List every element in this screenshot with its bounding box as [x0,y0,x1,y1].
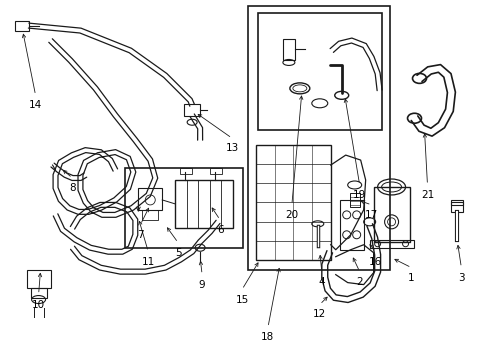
Bar [451,202,464,212]
Bar [138,188,162,210]
Text: 1: 1 [408,273,415,283]
Bar [369,240,414,248]
Bar [340,200,364,250]
Bar [180,168,192,174]
Bar [248,6,390,270]
Text: 2: 2 [356,276,363,287]
Text: 17: 17 [365,210,378,220]
Text: 11: 11 [142,257,155,267]
Text: 16: 16 [369,257,382,267]
Bar [256,145,331,260]
Text: 21: 21 [421,190,434,200]
Bar [142,210,158,220]
Bar [258,13,382,130]
Text: 20: 20 [285,210,298,220]
Text: 7: 7 [137,230,144,240]
Text: 10: 10 [32,300,45,310]
Text: 5: 5 [175,248,181,258]
Text: 19: 19 [353,190,367,200]
Text: 8: 8 [69,183,76,193]
Bar [175,180,233,228]
Bar [451,200,464,205]
Text: 15: 15 [235,294,248,305]
Bar [210,168,222,174]
Bar [283,39,295,60]
Bar [15,21,28,31]
Text: 6: 6 [217,225,223,235]
Text: 3: 3 [458,273,465,283]
Bar [30,288,47,298]
Text: 9: 9 [199,280,205,289]
Text: 12: 12 [313,310,326,319]
Text: 13: 13 [225,143,239,153]
Bar [26,270,50,288]
Bar [125,168,243,248]
Bar [374,187,410,242]
Bar [350,193,360,207]
Text: 14: 14 [29,100,42,110]
Bar [184,104,200,116]
Text: 18: 18 [261,332,274,342]
Text: 4: 4 [318,276,325,287]
